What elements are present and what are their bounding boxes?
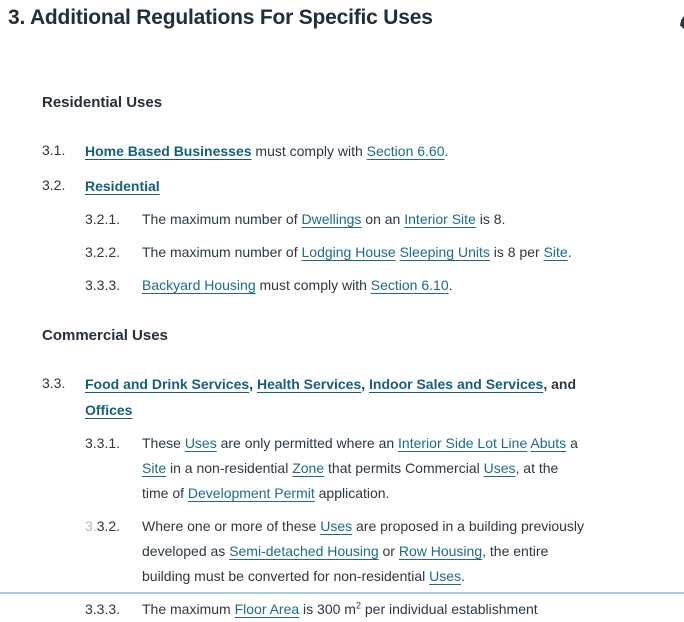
text-run: or [378,543,399,559]
term-link[interactable]: Zone [292,460,325,476]
text-run: The maximum [142,601,235,617]
term-link[interactable]: Semi-detached Housing [229,543,379,559]
term-link[interactable]: Interior Site [404,211,476,227]
text-run: , [249,376,257,392]
term-link[interactable]: Interior Side Lot Line [398,435,528,451]
text-run: The maximum number of [142,211,302,227]
text-run: are proposed in a building previously de… [142,518,585,559]
text-run: . [444,143,449,159]
text-run: 3.3. [42,375,66,391]
term-link[interactable]: Lodging House [301,244,396,260]
text-run: must comply with [255,277,371,293]
regulation-clause: 3.2.1. The maximum number of Dwellings o… [85,207,682,232]
clause-number: 3.2.2. [85,240,142,265]
text-run: , the entire building must be converted … [142,543,549,584]
regulation-clause: 3.2.2. The maximum number of Lodging Hou… [85,240,682,265]
text-run: 3.2.1. [85,211,121,227]
section-heading: Residential Uses [42,94,163,111]
regulation-clause: 3.3. Food and Drink Services, Health Ser… [42,371,682,423]
clause-text: The maximum number of Dwellings on an In… [142,207,682,232]
text-run: is 8. [475,211,506,227]
text-run: must comply with [251,143,367,159]
clause-text: Backyard Housing must comply with Sectio… [142,273,682,298]
bottom-divider-line [0,592,684,594]
regulation-clause: 3.1. Home Based Businesses must comply w… [42,138,682,164]
text-run: These [142,435,185,451]
term-link[interactable]: Uses [184,435,217,451]
term-link[interactable]: Dwellings [301,211,362,227]
term-link[interactable]: Section 6.60 [366,143,445,159]
clause-text: Residential [85,173,682,199]
clipped-corner-icon [680,16,684,29]
term-link[interactable]: Backyard Housing [142,277,256,293]
clause-text: These Uses are only permitted where an I… [142,431,682,506]
page-title: 3. Additional Regulations For Specific U… [8,6,433,29]
uses-section: Residential Uses 3.1. Home Based Busines… [42,93,682,298]
clause-number: 3.3.3. [85,273,142,298]
clause-text: Where one or more of these Uses are prop… [142,514,682,589]
term-link[interactable]: Section 6.10 [370,277,449,293]
regulation-clause: 3.3.3. Backyard Housing must comply with… [85,273,682,298]
text-run: , [361,376,370,392]
clause-number: 3.3. [42,371,85,396]
term-link[interactable]: Residential [85,178,160,194]
term-link[interactable]: Site [543,244,568,260]
text-run: 3.3.3. [85,277,121,293]
text-run: Where one or more of these [142,518,321,534]
text-run: is 300 m [299,601,356,617]
term-link[interactable]: Health Services [256,376,362,392]
term-link[interactable]: Offices [85,402,133,418]
text-run: 3.2.2. [85,244,121,260]
clause-number: 3.2. [42,173,85,198]
text-run: , and [543,376,576,392]
text-run: 3.1. [42,142,66,158]
text-run: 3.3.3. [85,601,121,617]
term-link[interactable]: Indoor Sales and Services [369,376,544,392]
clause-text: Home Based Businesses must comply with S… [85,138,682,164]
clause-number: 3.1. [42,138,85,163]
text-run: 3.2. [96,518,121,534]
term-link[interactable]: Home Based Businesses [85,143,252,159]
clause-text: The maximum number of Lodging House Slee… [142,240,682,265]
term-link[interactable]: Abuts [530,435,567,451]
text-run: is 8 per [489,244,544,260]
regulation-clause: 3.3.1. These Uses are only permitted whe… [85,431,682,506]
text-run: The maximum number of [142,244,302,260]
regulation-clause: 3.2. Residential [42,173,682,199]
section-heading: Commercial Uses [42,327,168,344]
regulations-content: Residential Uses 3.1. Home Based Busines… [42,93,682,622]
text-run: 3.2. [42,177,66,193]
text-run: in a non-residential [166,460,293,476]
regulation-clause: 3.3.2. Where one or more of these Uses a… [85,514,682,589]
text-run: , at the time of [142,460,559,501]
clause-number: 3.2.1. [85,207,142,232]
term-link[interactable]: Floor Area [234,601,300,617]
text-run: application. [314,485,390,501]
text-run: per individual establishment [361,601,538,617]
text-run: . [448,277,453,293]
term-link[interactable]: Row Housing [398,543,483,559]
text-run: a [570,435,578,451]
text-run: on an [361,211,405,227]
uses-section: Commercial Uses 3.3. Food and Drink Serv… [42,326,682,622]
faded-number-part: 3. [85,518,97,534]
clause-number: 3.3.1. [85,431,142,456]
text-run: 3.3.1. [85,435,121,451]
text-run: that permits Commercial [324,460,484,476]
term-link[interactable]: Development Permit [187,485,315,501]
term-link[interactable]: Food and Drink Services [85,376,250,392]
text-run: . [461,568,465,584]
term-link[interactable]: Sleeping Units [399,244,490,260]
clause-text: Food and Drink Services, Health Services… [85,371,682,423]
term-link[interactable]: Uses [429,568,462,584]
text-run: . [567,244,572,260]
term-link[interactable]: Uses [483,460,516,476]
clause-number: 3.3.2. [85,514,142,539]
text-run: are only permitted where an [216,435,399,451]
term-link[interactable]: Uses [320,518,353,534]
term-link[interactable]: Site [142,460,167,476]
